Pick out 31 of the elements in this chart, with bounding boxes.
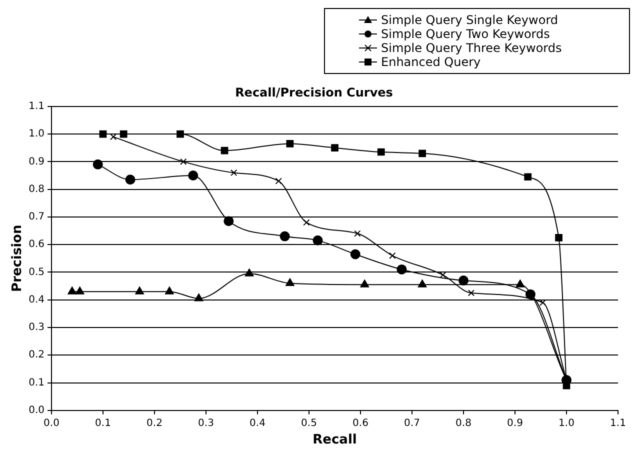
x-tick-label: 0.9	[507, 418, 523, 429]
x-tick-label: 0.7	[404, 418, 420, 429]
x-tick-label: 0.4	[250, 418, 266, 429]
y-tick-label: 0.4	[28, 294, 45, 306]
y-tick-label: 0.9	[28, 156, 45, 168]
legend-label: Simple Query Single Keyword	[381, 13, 558, 27]
y-tick-label: 0.8	[28, 184, 45, 195]
y-tick-label: 1.0	[28, 128, 45, 140]
legend-label: Simple Query Two Keywords	[381, 27, 550, 41]
legend-label: Simple Query Three Keywords	[381, 41, 562, 55]
y-tick-label: 0.1	[28, 377, 45, 388]
y-axis-title: Precision	[10, 224, 26, 292]
x-tick-label: 0.5	[301, 418, 317, 429]
y-tick-label: 1.1	[28, 100, 45, 112]
x-tick-label: 1.1	[610, 418, 626, 429]
y-tick-label: 0.3	[28, 322, 45, 334]
x-tick-label: 0.2	[146, 418, 162, 429]
x-axis-title: Recall	[312, 432, 357, 448]
y-tick-label: 0.5	[28, 266, 45, 278]
x-tick-label: 0.6	[352, 418, 368, 429]
y-tick-label: 0.6	[28, 239, 45, 250]
x-tick-label: 1.0	[558, 418, 574, 429]
x-tick-label: 0.8	[456, 418, 472, 429]
y-tick-label: 0.7	[28, 212, 45, 223]
y-tick-label: 0.0	[28, 404, 45, 416]
legend-label: Enhanced Query	[381, 55, 481, 69]
x-tick-label: 0.3	[198, 418, 214, 429]
x-tick-label: 0.0	[44, 418, 60, 429]
chart-title: Recall/Precision Curves	[235, 85, 393, 100]
y-tick-label: 0.2	[28, 350, 45, 361]
x-tick-label: 0.1	[95, 418, 111, 429]
